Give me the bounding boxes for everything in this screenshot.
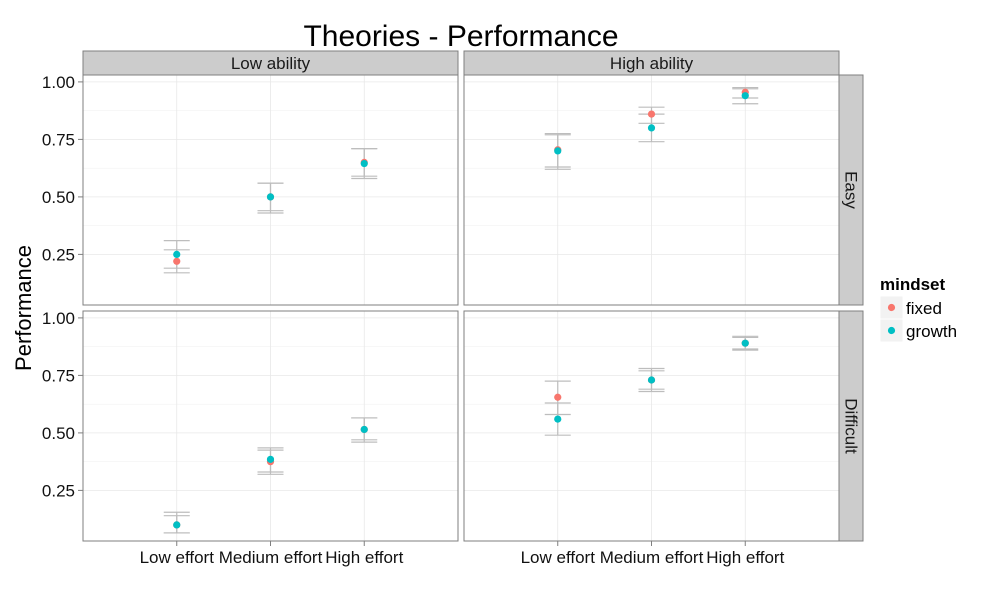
point-growth	[360, 425, 368, 434]
y-tick-label: 0.25	[42, 481, 75, 500]
point-growth	[360, 159, 368, 168]
point-growth	[554, 147, 562, 155]
strip-high-ability	[463, 50, 840, 76]
point-growth	[266, 193, 275, 201]
legend-label-growth: growth	[906, 322, 957, 341]
point-growth	[647, 376, 656, 384]
strip-label-difficult: Difficult	[842, 398, 861, 454]
y-tick-label: 0.50	[42, 188, 75, 207]
chart-title: Theories - Performance	[303, 20, 618, 53]
strip-label-low-ability: Low ability	[231, 54, 311, 73]
strip-easy	[838, 74, 864, 306]
plot-area: Low ability High ability Easy Difficult 0.25…	[42, 50, 864, 567]
legend-symbol-fixed	[887, 303, 896, 312]
strip-label-easy: Easy	[842, 171, 861, 209]
point-growth	[554, 415, 562, 423]
point-growth	[266, 455, 275, 463]
point-fixed	[173, 257, 181, 265]
y-tick-label: 0.25	[42, 245, 75, 264]
x-tick-label: Low effort	[521, 548, 596, 567]
point-growth	[741, 92, 749, 100]
point-growth	[741, 339, 749, 347]
strip-low-ability	[82, 50, 459, 76]
legend-label-fixed: fixed	[906, 299, 942, 318]
point-fixed	[554, 393, 562, 401]
strip-difficult	[838, 310, 864, 542]
y-tick-label: 0.75	[42, 366, 75, 385]
y-tick-label: 0.75	[42, 130, 75, 149]
y-tick-label: 0.50	[42, 424, 75, 443]
x-tick-label: Low effort	[140, 548, 215, 567]
strip-label-high-ability: High ability	[610, 54, 694, 73]
point-growth	[647, 124, 656, 132]
x-tick-label: Medium effort	[219, 548, 323, 567]
legend-title: mindset	[880, 275, 946, 294]
y-axis-title: Performance	[11, 245, 36, 371]
point-growth	[173, 521, 181, 529]
y-tick-label: 1.00	[42, 73, 75, 92]
x-tick-label: Medium effort	[600, 548, 704, 567]
y-tick-label: 1.00	[42, 309, 75, 328]
x-tick-label: High effort	[325, 548, 403, 567]
x-tick-label: High effort	[706, 548, 784, 567]
legend-symbol-growth	[887, 326, 896, 335]
point-growth	[173, 250, 181, 258]
legend: mindset fixed growth	[879, 275, 957, 343]
point-fixed	[647, 110, 656, 118]
